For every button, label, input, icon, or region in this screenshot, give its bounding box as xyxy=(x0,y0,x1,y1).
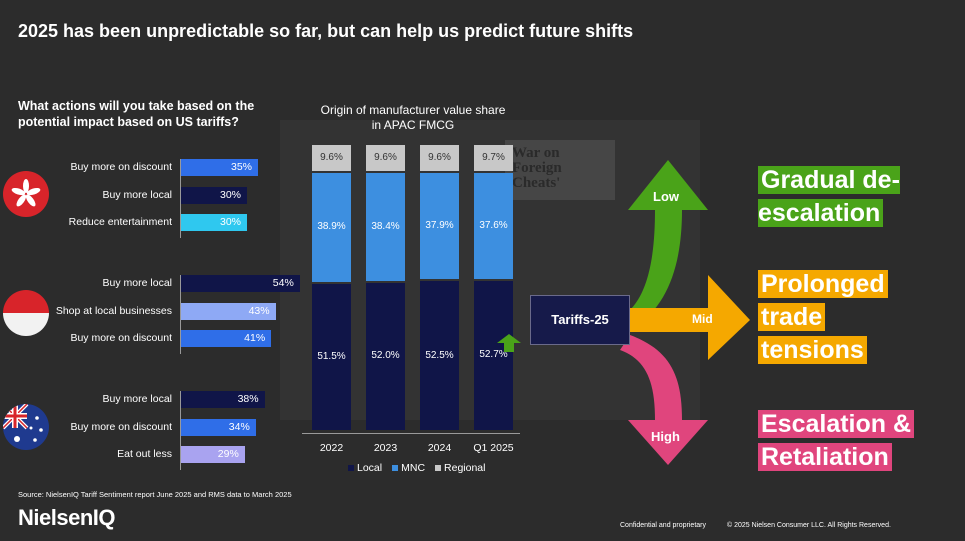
data-label: 52.5% xyxy=(425,349,454,361)
source-note: Source: NielsenIQ Tariff Sentiment repor… xyxy=(18,490,292,499)
survey-bar: 54% xyxy=(181,275,300,292)
scenario-arrows xyxy=(620,160,750,465)
x-tick-label: 2022 xyxy=(319,442,344,454)
confidential-note: Confidential and proprietary xyxy=(620,522,706,529)
legend-swatch xyxy=(435,465,442,471)
mid-label: Mid xyxy=(692,312,713,326)
nielseniq-logo: NielsenIQ xyxy=(18,505,115,530)
data-label: 38.4% xyxy=(371,220,400,232)
bar-segment-local xyxy=(312,284,351,430)
bar-segment-regional xyxy=(420,145,459,171)
x-tick-label: 2024 xyxy=(427,442,452,454)
survey-item-label: Buy more on discount xyxy=(70,161,172,173)
legend-item: MNC xyxy=(392,462,425,474)
data-label: 9.6% xyxy=(320,151,343,163)
bar-segment-regional xyxy=(366,145,405,171)
survey-item-label: Eat out less xyxy=(117,448,172,460)
bar-segment-local xyxy=(420,281,459,430)
survey-item-label: Reduce entertainment xyxy=(68,216,172,228)
x-tick-label: 2023 xyxy=(373,442,398,454)
data-label: 51.5% xyxy=(317,351,346,363)
scenario-low-text: Gradual de-escalation xyxy=(758,166,900,227)
survey-item-label: Buy more local xyxy=(102,393,172,405)
low-arrow xyxy=(628,160,708,330)
page-title: 2025 has been unpredictable so far, but … xyxy=(18,21,634,41)
survey-bar: 30% xyxy=(181,214,247,231)
growth-arrow-icon xyxy=(497,334,521,352)
scenario-high-line1: Escalation & xyxy=(758,410,915,438)
survey-item-label: Shop at local businesses xyxy=(55,304,172,317)
high-label: High xyxy=(651,429,680,444)
chart-title: Origin of manufacturer value share in AP… xyxy=(320,103,506,132)
survey-bar: 29% xyxy=(181,446,245,463)
survey-question: What actions will you take based on the … xyxy=(18,99,255,129)
legend-label: MNC xyxy=(401,462,426,474)
scenario-high-line2: Retaliation xyxy=(758,443,892,471)
scenario-mid-line3: tensions xyxy=(758,336,867,364)
legend-swatch xyxy=(348,465,354,471)
bar-segment-mnc xyxy=(474,172,513,279)
chart-legend: Local MNC Regional xyxy=(348,462,485,474)
group-axis-line xyxy=(180,391,181,470)
copyright-note: © 2025 Nielsen Consumer LLC. All Rights … xyxy=(727,522,891,529)
legend-label: Local xyxy=(357,462,383,474)
australia-flag-icon xyxy=(3,404,49,450)
survey-item-label: Buy more local xyxy=(102,188,172,201)
group-axis-line xyxy=(180,159,181,238)
survey-bar: 30% xyxy=(181,186,247,204)
bar-segment-regional xyxy=(474,145,513,171)
survey-bar: 35% xyxy=(181,159,258,176)
survey-bar: 38% xyxy=(181,391,265,408)
bar-segment-mnc xyxy=(420,172,459,280)
low-label: Low xyxy=(653,189,679,204)
survey-item-label: Buy more on discount xyxy=(70,332,172,344)
scenario-mid-line1: Prolonged xyxy=(758,270,888,298)
bar-segment-mnc xyxy=(312,172,351,283)
survey-bar: 34% xyxy=(181,418,256,436)
x-tick-label: Q1 2025 xyxy=(473,442,514,454)
survey-item-label: Buy more local xyxy=(102,277,172,289)
tariffs-box: Tariffs-25 xyxy=(530,295,630,345)
data-label: 37.6% xyxy=(479,219,508,231)
data-label: 9.6% xyxy=(428,151,451,163)
data-label: 37.9% xyxy=(425,219,454,231)
legend-item: Regional xyxy=(435,462,485,474)
scenario-low: Gradual de-escalation xyxy=(758,164,928,230)
group-axis-line xyxy=(180,275,181,354)
legend-swatch xyxy=(392,465,399,471)
bar-segment-local xyxy=(366,282,405,430)
newspaper-headline: War on Foreign Cheats' xyxy=(512,145,562,191)
mid-arrow xyxy=(620,275,750,360)
bar-segment-mnc xyxy=(366,172,405,281)
survey-bar: 43% xyxy=(181,302,276,320)
legend-label: Regional xyxy=(444,462,486,474)
scenario-mid-line2: trade xyxy=(758,303,826,331)
background-newspaper-headline xyxy=(505,140,615,200)
data-label: 38.9% xyxy=(317,221,346,233)
bar-segment-local xyxy=(474,280,513,430)
hong-kong-flag-icon xyxy=(3,171,49,217)
high-arrow xyxy=(620,335,708,465)
survey-item-label: Buy more on discount xyxy=(70,420,172,433)
bar-segment-regional xyxy=(312,145,351,171)
data-label: 52.0% xyxy=(371,350,400,362)
legend-item: Local xyxy=(348,462,382,474)
data-label: 52.7% xyxy=(479,349,508,361)
scenario-mid: Prolonged trade tensions xyxy=(758,268,888,367)
indonesia-flag-icon xyxy=(3,290,49,336)
x-axis-line xyxy=(302,433,520,434)
data-label: 9.7% xyxy=(482,151,505,163)
survey-bar: 41% xyxy=(181,330,272,347)
scenario-high: Escalation & Retaliation xyxy=(758,408,915,474)
data-label: 9.6% xyxy=(374,151,397,163)
